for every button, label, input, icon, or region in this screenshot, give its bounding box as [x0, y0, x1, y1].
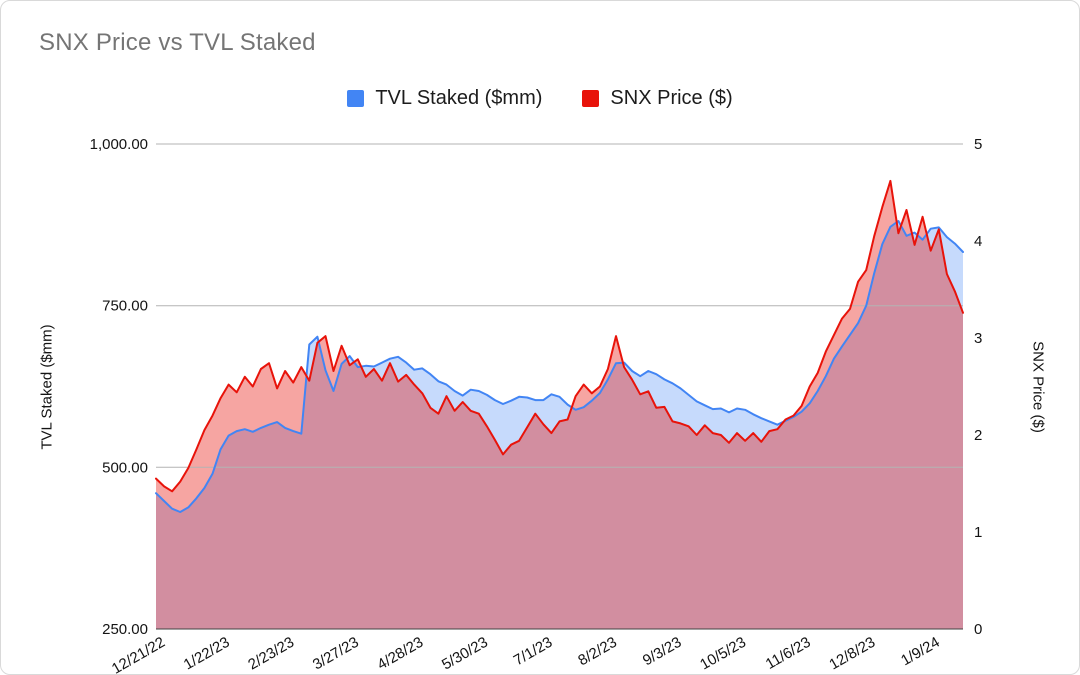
series-line	[155, 179, 964, 493]
legend-swatch-snx	[582, 90, 600, 107]
legend-item-tvl: TVL Staked ($mm)	[347, 87, 542, 110]
x-axis-tick-label: 10/5/23	[697, 634, 749, 674]
x-axis-tick-label: 1/22/23	[181, 634, 233, 674]
x-axis-tick-label: 3/27/23	[310, 634, 362, 674]
x-axis-tick-label: 5/30/23	[439, 634, 491, 674]
right-axis-tick-label: 5	[974, 136, 982, 153]
right-axis-tick-label: 4	[974, 233, 982, 250]
series-lines	[155, 179, 964, 513]
left-axis-tick-label: 750.00	[102, 298, 148, 315]
chart-title: SNX Price vs TVL Staked	[39, 29, 316, 56]
legend-label-snx: SNX Price ($)	[610, 87, 733, 109]
series-areas	[156, 180, 963, 629]
x-axis-tick-label: 2/23/23	[245, 634, 297, 674]
legend-swatch-tvl	[347, 90, 365, 107]
left-axis-tick-label: 1,000.00	[90, 136, 148, 153]
gridlines	[156, 143, 963, 630]
x-axis-tick-label: 8/2/23	[575, 634, 620, 670]
x-axis-tick-label: 1/9/24	[898, 634, 943, 670]
right-axis-tick-label: 1	[974, 524, 982, 541]
left-axis-tick-label: 500.00	[102, 459, 148, 476]
legend-label-tvl: TVL Staked ($mm)	[375, 87, 543, 109]
series-area	[156, 221, 963, 629]
x-axis-tick-label: 9/3/23	[640, 634, 685, 670]
legend-item-snx: SNX Price ($)	[582, 87, 733, 110]
x-axis-tick-label: 11/6/23	[763, 634, 814, 673]
right-axis-tick-label: 3	[974, 330, 982, 347]
x-axis-tick-label: 12/8/23	[826, 634, 878, 674]
right-axis-tick-label: 0	[974, 621, 982, 638]
series-line	[155, 220, 964, 513]
x-axis-tick-label: 12/21/22	[109, 634, 168, 675]
legend: TVL Staked ($mm) SNX Price ($)	[1, 87, 1079, 110]
left-axis-tick-label: 250.00	[102, 621, 148, 638]
x-axis-tick-label: 4/28/23	[374, 634, 426, 674]
series-area	[156, 180, 963, 629]
x-axis-tick-label: 7/1/23	[511, 634, 556, 670]
right-axis-tick-label: 2	[974, 427, 982, 444]
